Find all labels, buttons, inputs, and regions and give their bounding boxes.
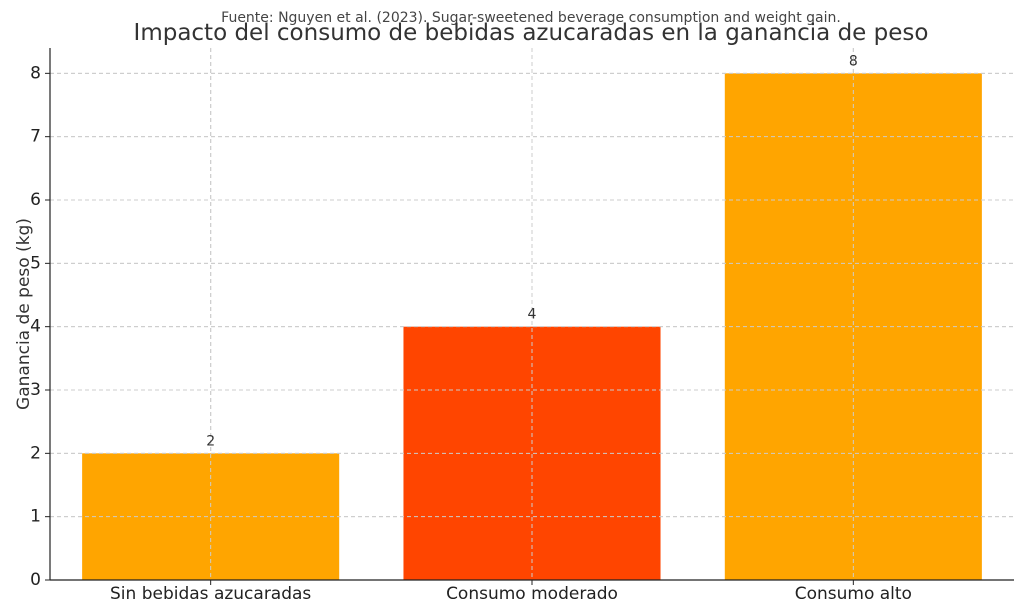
x-tick-label: Consumo moderado: [446, 584, 618, 604]
y-axis-ticks: 0 1 2 3 4 5 6 7 8: [30, 63, 50, 590]
y-tick-label: 5: [30, 253, 41, 273]
bar-value-label: 8: [849, 53, 858, 69]
y-tick-label: 6: [30, 190, 41, 210]
bar-value-labels: 2 4 8: [206, 53, 858, 449]
bar-value-label: 2: [206, 433, 215, 449]
y-tick-label: 4: [30, 317, 41, 337]
chart-source-note: Fuente: Nguyen et al. (2023). Sugar-swee…: [221, 10, 841, 26]
x-tick-label: Sin bebidas azucaradas: [110, 584, 311, 604]
y-tick-label: 2: [30, 443, 41, 463]
x-tick-label: Consumo alto: [795, 584, 912, 604]
y-tick-label: 0: [30, 570, 41, 590]
gridlines-overlay: [50, 48, 1014, 580]
x-axis-categories: Sin bebidas azucaradas Consumo moderado Co…: [110, 580, 912, 604]
y-tick-label: 8: [30, 63, 41, 83]
bar-value-label: 4: [528, 307, 537, 323]
y-tick-label: 7: [30, 127, 41, 147]
chart-title: Impacto del consumo de bebidas azucarada…: [134, 20, 929, 46]
y-axis-label: Ganancia de peso (kg): [14, 218, 34, 410]
y-tick-label: 3: [30, 380, 41, 400]
y-tick-label: 1: [30, 507, 41, 527]
